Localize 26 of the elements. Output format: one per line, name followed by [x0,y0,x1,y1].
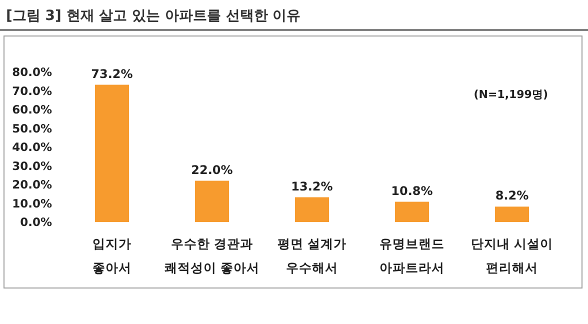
bar [95,84,129,222]
y-tick-label: 20.0% [12,178,52,192]
data-label: 8.2% [495,188,529,203]
x-tick-label: 평면 설계가 우수해서 [277,236,347,275]
y-tick-label: 40.0% [12,140,52,154]
y-tick-label: 30.0% [12,158,52,173]
data-label: 22.0% [191,162,233,177]
y-tick-label: 80.0% [12,65,52,79]
x-tick-label: 우수한 경관과 쾌적성이 좋아서 [164,236,260,275]
y-tick-label: 70.0% [12,84,52,98]
chart-title: [그림 3] 현재 살고 있는 아파트를 선택한 이유 [6,8,301,24]
y-tick-label: 50.0% [12,121,52,136]
data-label: 73.2% [91,66,133,81]
annotation: (N=1,199명) [474,88,548,101]
bar [195,180,229,222]
y-tick-label: 0.0% [20,215,52,229]
data-label: 10.8% [391,184,433,198]
y-tick-label: 60.0% [12,102,52,116]
data-label: 13.2% [291,179,333,194]
bar [495,206,529,222]
y-tick-label: 10.0% [12,196,52,210]
x-tick-label: 입지가 좋아서 [92,236,132,275]
x-tick-label: 유명브랜드 아파트라서 [380,236,444,275]
bar [395,202,429,222]
x-tick-label: 단지내 시설이 편리해서 [470,236,554,275]
bar [295,197,329,222]
